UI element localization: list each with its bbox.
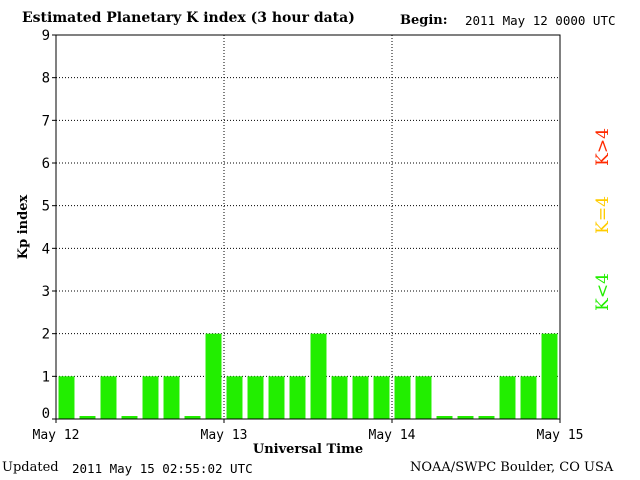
- kp-bar: [142, 376, 159, 419]
- y-tick-label: 3: [42, 284, 50, 300]
- plot-frame: [55, 34, 561, 420]
- x-tick-label: May 13: [201, 428, 248, 443]
- kp-bar: [394, 376, 411, 419]
- kp-bar: [541, 333, 558, 419]
- y-tick-label: 1: [42, 369, 50, 385]
- y-tick-label: 9: [42, 28, 50, 44]
- kp-bar: [121, 416, 138, 419]
- updated-label: Updated: [2, 460, 59, 475]
- x-tick-labels: May 12 May 13 May 14 May 15: [33, 419, 584, 443]
- kp-bar: [205, 333, 222, 419]
- data-source: NOAA/SWPC Boulder, CO USA: [410, 460, 614, 475]
- kp-bar: [352, 376, 369, 419]
- kp-bar: [247, 376, 264, 419]
- kp-bar: [58, 376, 75, 419]
- kp-bar: [163, 376, 180, 419]
- y-tick-labels: 0 1 2 3 4 5 6 7 8 9: [42, 28, 56, 422]
- legend-k-greater-4: K>4: [593, 128, 613, 166]
- kp-bar: [436, 416, 453, 419]
- kp-bar: [184, 416, 201, 419]
- y-tick-label: 0: [42, 406, 50, 422]
- kp-bar: [415, 376, 432, 419]
- kp-bar: [499, 376, 516, 419]
- kp-bar: [478, 416, 495, 419]
- kp-bar: [100, 376, 117, 419]
- y-tick-label: 6: [42, 156, 50, 172]
- x-axis-label: Universal Time: [253, 442, 363, 457]
- y-axis-label: Kp index: [16, 195, 31, 260]
- grid-lines: [56, 35, 560, 419]
- kp-bar: [457, 416, 474, 419]
- bar-series: [58, 333, 558, 419]
- kp-bar: [373, 376, 390, 419]
- legend-k-less-4: K<4: [593, 273, 613, 311]
- begin-value: 2011 May 12 0000 UTC: [465, 13, 616, 28]
- kp-bar: [520, 376, 537, 419]
- kp-bar: [310, 333, 327, 419]
- x-tick-label: May 14: [369, 428, 416, 443]
- y-tick-label: 5: [42, 199, 50, 215]
- y-tick-label: 8: [42, 71, 50, 87]
- kp-bar: [289, 376, 306, 419]
- kp-bar: [79, 416, 96, 419]
- kp-bar: [331, 376, 348, 419]
- x-tick-label: May 12: [33, 428, 80, 443]
- y-tick-label: 2: [42, 327, 50, 343]
- kp-bar: [268, 376, 285, 419]
- legend-k-equals-4: K=4: [593, 196, 613, 234]
- updated-value: 2011 May 15 02:55:02 UTC: [72, 461, 253, 476]
- kp-bar: [226, 376, 243, 419]
- begin-label: Begin:: [400, 13, 448, 28]
- y-tick-label: 4: [42, 241, 50, 257]
- chart-title: Estimated Planetary K index (3 hour data…: [22, 10, 355, 26]
- x-tick-label: May 15: [537, 428, 584, 443]
- y-tick-label: 7: [42, 113, 50, 129]
